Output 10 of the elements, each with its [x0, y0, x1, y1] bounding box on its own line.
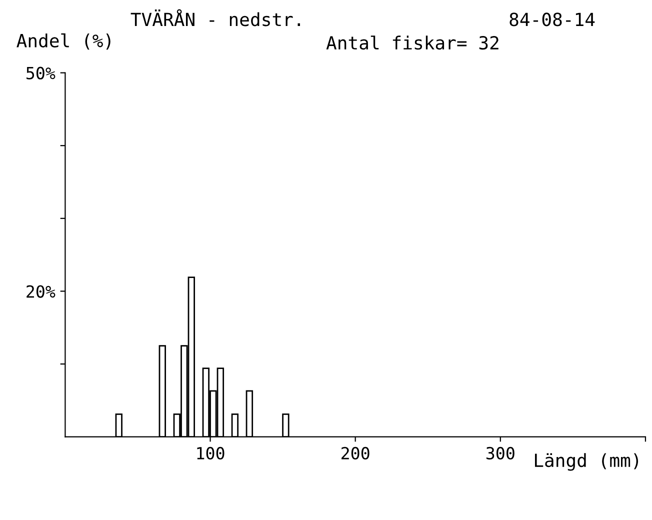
chart-title: TVÄRÅN - nedstr.	[130, 9, 300, 26]
x-axis-title: Längd (mm)	[535, 453, 638, 471]
text: Antal fiskar= 32	[326, 36, 498, 50]
y-axis-title: Andel (%)	[16, 33, 110, 50]
y-tick-label: 20%	[26, 285, 56, 298]
x-tick-label: 300	[486, 446, 514, 460]
text: 84-08-14	[510, 12, 595, 26]
x-tick-label: 100	[197, 446, 224, 460]
x-tick-label: 200	[342, 446, 370, 460]
y-tick-label: 50%	[26, 66, 56, 80]
